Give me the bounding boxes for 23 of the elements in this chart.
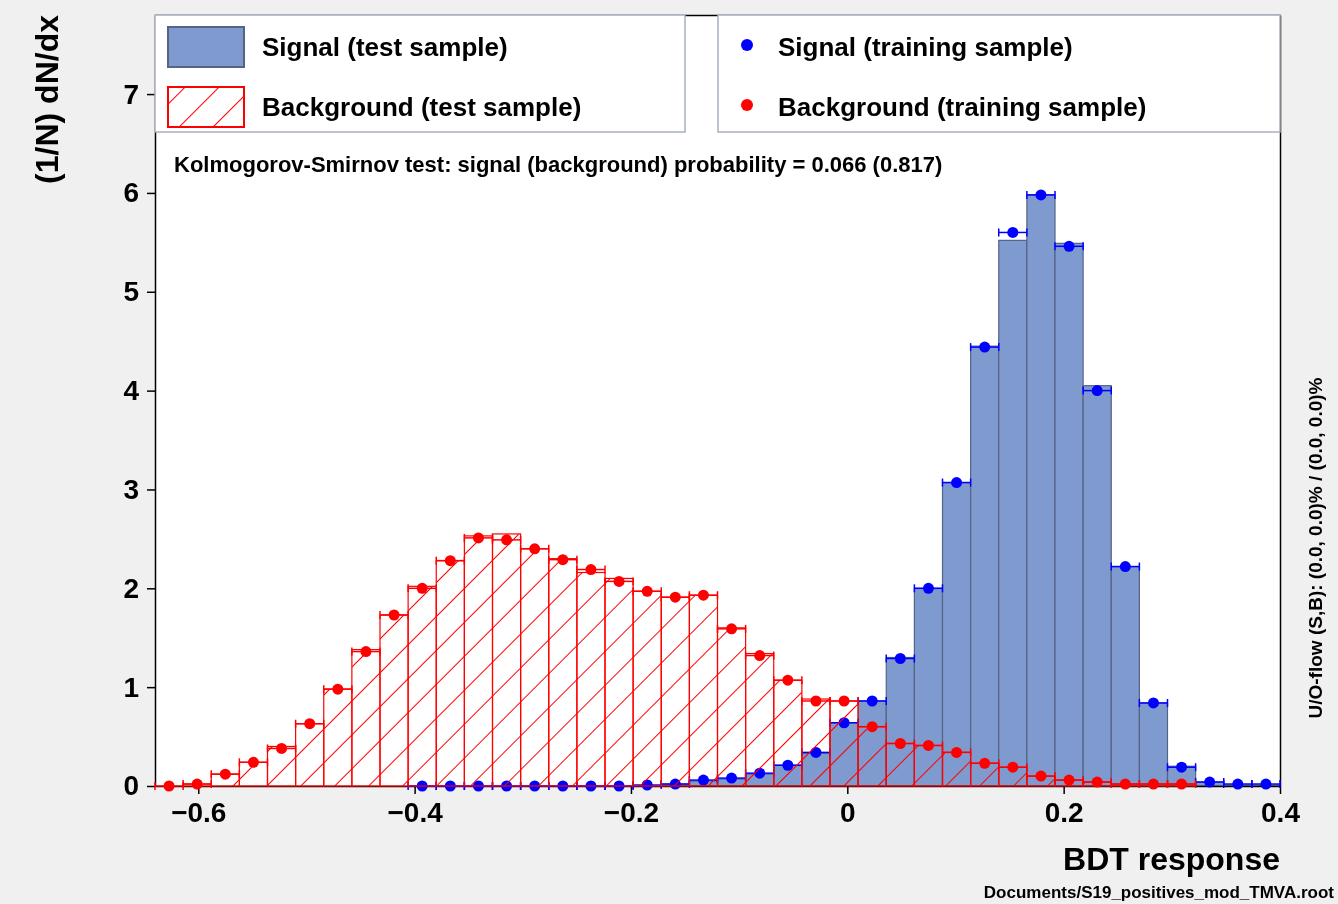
legend-label: Signal (training sample) [778, 32, 1073, 62]
y-tick-label: 5 [123, 276, 139, 308]
y-tick-label: 6 [123, 177, 139, 209]
y-tick-label: 1 [123, 671, 139, 703]
x-tick-label: 0 [840, 796, 856, 828]
y-tick-label: 2 [123, 572, 139, 604]
legend-label: Background (training sample) [778, 92, 1147, 122]
text: Documents/S19_positives_mod_TMVA.root [983, 883, 1335, 902]
y-axis-title: (1/N) dN/dx [29, 14, 65, 184]
text: U/O-flow (S,B): (0.0, 0.0)% / (0.0, 0.0)% [1305, 377, 1326, 719]
x-tick-label: −0.4 [387, 796, 444, 828]
annotation: Kolmogorov-Smirnov test: signal (background) probability = 0.066 (0.817) [174, 152, 943, 177]
legend-label: Signal (test sample) [262, 32, 508, 62]
y-tick-label: 0 [123, 770, 139, 802]
x-axis-title: BDT response [1063, 841, 1280, 877]
x-tick-label: −0.6 [171, 796, 227, 828]
y-tick-label: 7 [123, 78, 139, 110]
x-tick-label: −0.2 [603, 796, 660, 828]
x-tick-label: 0.2 [1044, 796, 1084, 828]
legend-label: Background (test sample) [262, 92, 582, 122]
y-tick-label: 3 [123, 473, 139, 505]
y-tick-label: 4 [123, 375, 140, 407]
x-tick-label: 0.4 [1261, 796, 1301, 828]
